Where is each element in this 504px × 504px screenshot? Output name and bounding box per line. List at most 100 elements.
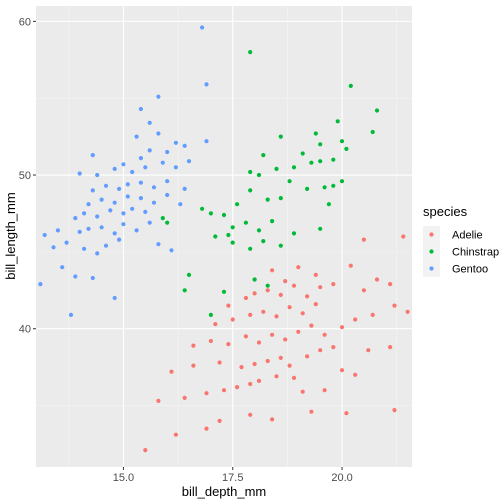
point-chinstrap — [318, 159, 323, 164]
legend-swatch-chinstrap — [429, 249, 434, 254]
point-gentoo — [64, 240, 69, 245]
point-adelie — [353, 317, 358, 322]
point-gentoo — [160, 160, 165, 165]
point-gentoo — [134, 134, 139, 139]
point-chinstrap — [256, 172, 262, 178]
point-adelie — [305, 354, 310, 359]
point-gentoo — [138, 196, 143, 201]
point-adelie — [392, 408, 397, 413]
point-adelie — [370, 312, 375, 317]
point-chinstrap — [200, 206, 205, 211]
point-gentoo — [90, 188, 95, 193]
point-gentoo — [77, 229, 82, 234]
point-adelie — [265, 358, 270, 364]
point-chinstrap — [248, 188, 253, 193]
point-chinstrap — [252, 277, 257, 282]
point-chinstrap — [348, 83, 353, 88]
point-chinstrap — [186, 272, 192, 277]
point-adelie — [361, 237, 366, 242]
x-axis-title: bill_depth_mm — [182, 484, 267, 499]
point-gentoo — [82, 211, 87, 216]
point-chinstrap — [265, 283, 270, 288]
point-adelie — [230, 317, 235, 322]
point-adelie — [226, 342, 231, 347]
point-gentoo — [156, 131, 161, 136]
point-chinstrap — [248, 50, 253, 55]
point-adelie — [318, 285, 323, 290]
point-chinstrap — [374, 108, 380, 113]
point-adelie — [309, 409, 314, 414]
point-gentoo — [130, 206, 135, 211]
point-adelie — [261, 309, 266, 314]
point-adelie — [191, 363, 196, 368]
point-gentoo — [99, 197, 104, 202]
point-gentoo — [112, 231, 117, 236]
point-gentoo — [121, 222, 126, 227]
point-chinstrap — [248, 169, 253, 175]
y-tick-label: 40 — [19, 324, 31, 336]
point-adelie — [156, 398, 161, 403]
point-gentoo — [108, 208, 113, 213]
point-adelie — [143, 448, 148, 453]
point-chinstrap — [339, 139, 345, 144]
point-adelie — [296, 329, 301, 334]
point-gentoo — [121, 211, 126, 216]
point-adelie — [296, 265, 301, 270]
point-gentoo — [147, 148, 152, 153]
point-gentoo — [138, 106, 143, 112]
point-adelie — [388, 345, 393, 350]
point-chinstrap — [322, 185, 327, 190]
point-adelie — [291, 375, 297, 380]
point-adelie — [239, 365, 244, 370]
point-gentoo — [90, 275, 95, 281]
point-chinstrap — [182, 288, 187, 293]
point-adelie — [265, 288, 270, 293]
point-adelie — [226, 303, 231, 308]
point-adelie — [235, 385, 240, 390]
legend-label-chinstrap: Chinstrap — [452, 247, 499, 259]
point-adelie — [169, 369, 174, 374]
point-gentoo — [117, 186, 122, 191]
point-gentoo — [55, 228, 61, 233]
point-adelie — [339, 325, 345, 330]
point-adelie — [291, 283, 297, 288]
point-adelie — [322, 332, 327, 337]
point-adelie — [331, 345, 336, 350]
point-chinstrap — [248, 246, 253, 251]
legend-items: Adelie Chinstrap Gentoo — [423, 226, 499, 277]
point-chinstrap — [213, 234, 218, 239]
point-adelie — [366, 348, 371, 353]
point-gentoo — [86, 226, 91, 231]
point-adelie — [217, 360, 222, 365]
point-adelie — [248, 381, 253, 387]
point-chinstrap — [339, 179, 345, 184]
point-adelie — [344, 411, 349, 416]
point-adelie — [204, 426, 209, 431]
point-adelie — [243, 295, 248, 301]
point-chinstrap — [318, 226, 323, 231]
point-adelie — [274, 374, 279, 379]
point-gentoo — [151, 200, 157, 205]
point-adelie — [191, 343, 196, 348]
point-adelie — [274, 314, 279, 319]
point-chinstrap — [165, 220, 170, 225]
point-gentoo — [178, 202, 183, 207]
point-gentoo — [200, 25, 205, 30]
point-chinstrap — [291, 165, 297, 170]
point-gentoo — [99, 225, 104, 230]
point-chinstrap — [221, 212, 227, 218]
point-adelie — [361, 288, 366, 293]
point-gentoo — [173, 165, 178, 170]
point-adelie — [353, 372, 358, 377]
axis-ticks: 15.0 17.5 20.0 40 50 60 — [19, 16, 353, 484]
x-tick-label: 17.5 — [222, 472, 243, 484]
point-adelie — [287, 305, 292, 310]
point-chinstrap — [326, 202, 331, 207]
point-chinstrap — [230, 225, 235, 230]
point-adelie — [217, 418, 222, 423]
point-adelie — [331, 282, 336, 287]
plot-panel — [36, 6, 412, 467]
point-chinstrap — [261, 239, 266, 244]
point-gentoo — [169, 248, 174, 253]
point-chinstrap — [278, 134, 283, 139]
